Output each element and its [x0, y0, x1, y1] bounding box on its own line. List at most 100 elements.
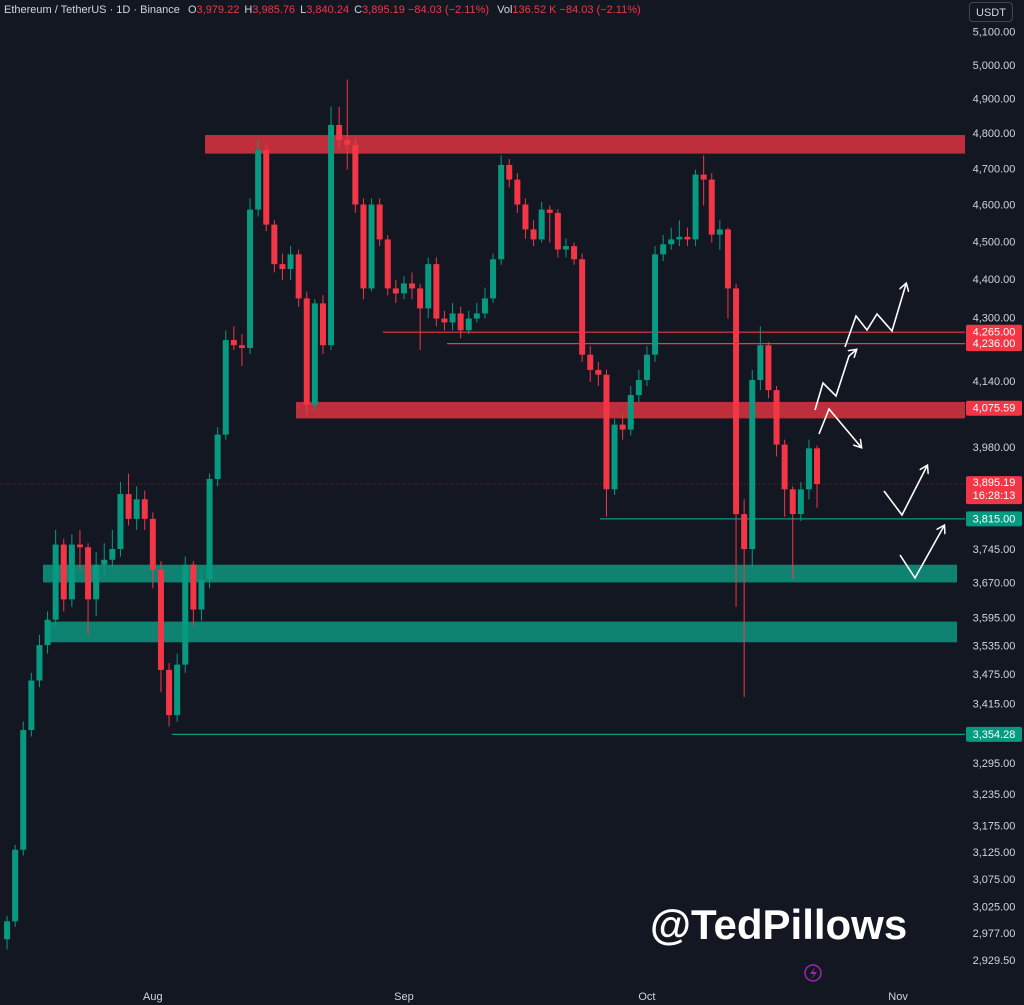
candle-body	[506, 164, 513, 180]
candle-body	[676, 236, 683, 240]
last-price-box	[966, 476, 1022, 505]
candle-body	[490, 259, 497, 299]
candle-body	[190, 564, 197, 610]
y-tick-label: 3,235.00	[973, 789, 1016, 801]
candle-body	[789, 489, 796, 515]
y-tick-label: 3,980.00	[973, 442, 1016, 454]
candle-body	[797, 489, 804, 515]
y-tick-label: 4,800.00	[973, 128, 1016, 140]
candle-body	[546, 209, 553, 213]
candle-body	[166, 669, 173, 716]
y-tick-label: 4,900.00	[973, 94, 1016, 106]
arrow	[844, 284, 906, 348]
y-tick-label: 3,125.00	[973, 847, 1016, 859]
candle-body	[392, 288, 399, 294]
y-tick-label: 5,100.00	[973, 27, 1016, 39]
candle-body	[749, 379, 756, 550]
candle-body	[530, 229, 537, 240]
candle-body	[473, 313, 480, 319]
candle-body	[85, 547, 92, 600]
candle-body	[149, 518, 156, 570]
candle-body	[238, 345, 245, 348]
x-tick-label: Aug	[143, 991, 163, 1003]
candle-body	[733, 288, 740, 515]
ohlc-key: H	[244, 4, 253, 16]
currency-button[interactable]: USDT	[969, 2, 1013, 22]
candle-body	[522, 204, 529, 230]
candle-body	[311, 303, 318, 405]
y-tick-label: 4,500.00	[973, 236, 1016, 248]
price-label: 4,075.59	[973, 403, 1016, 415]
icon[interactable]	[804, 964, 822, 982]
y-tick-label: 3,025.00	[973, 901, 1016, 913]
candle-body	[441, 318, 448, 323]
price-label-box	[966, 324, 1022, 340]
price-lines	[0, 331, 965, 735]
candle-body	[52, 544, 59, 620]
y-tick-label: 4,140.00	[973, 376, 1016, 388]
arrow	[883, 466, 927, 517]
candle-body	[28, 680, 35, 731]
y-tick-label: 2,977.00	[973, 928, 1016, 940]
zone	[48, 621, 957, 643]
x-tick-label: Oct	[638, 991, 655, 1003]
candle-body	[425, 264, 432, 309]
vol: 136.52 K	[512, 4, 557, 16]
ohlc-key: C	[354, 4, 363, 16]
y-tick-label: 4,300.00	[973, 312, 1016, 324]
candle-body	[400, 283, 407, 294]
candle-body	[68, 544, 75, 600]
candle-body	[409, 283, 416, 289]
candle-body	[206, 479, 213, 580]
ohlc-value: 3,985.76	[252, 4, 296, 16]
candle-body	[449, 313, 456, 323]
y-tick-label: 5,000.00	[973, 60, 1016, 72]
arrow	[818, 407, 861, 447]
candle-body	[805, 448, 812, 490]
y-tick-label: 2,929.50	[973, 955, 1016, 967]
candle-body	[247, 209, 254, 348]
price-label: 3,815.00	[973, 513, 1016, 525]
vol-change: −84.03 (−2.11%)	[559, 4, 641, 16]
candle-body	[360, 204, 367, 289]
candle-body	[12, 849, 19, 922]
candle-body	[514, 179, 521, 205]
candle-body	[635, 379, 642, 396]
price-label-box	[966, 726, 1022, 742]
price-label: 4,236.00	[973, 338, 1016, 350]
candle-body	[263, 150, 270, 225]
candle-body	[684, 236, 691, 240]
price-label: 3,354.28	[973, 729, 1016, 741]
candle-body	[603, 374, 610, 490]
candle-body	[36, 645, 43, 681]
candle-body	[174, 664, 181, 716]
candle-body	[660, 244, 667, 255]
y-tick-label: 3,475.00	[973, 669, 1016, 681]
countdown: 16:28:13	[973, 490, 1016, 502]
candle-body	[230, 340, 237, 346]
zones	[43, 135, 965, 643]
zone	[205, 135, 965, 154]
candle-body	[279, 264, 286, 270]
candle-body	[60, 544, 67, 600]
candle-body	[571, 246, 578, 260]
candle-body	[562, 246, 569, 250]
candle-body	[643, 354, 650, 380]
candle-body	[328, 124, 335, 346]
candle-body	[716, 229, 723, 235]
change: −84.03 (−2.11%)	[407, 4, 490, 16]
candle-body	[117, 494, 124, 550]
x-axis: Aug Sep Oct Nov	[143, 991, 908, 1003]
candle-body	[4, 921, 11, 940]
candle-body	[538, 209, 545, 240]
candle-body	[481, 298, 488, 314]
candle-body	[376, 204, 383, 240]
candle-body	[141, 499, 148, 519]
candle-body	[255, 150, 262, 210]
y-tick-label: 3,595.00	[973, 612, 1016, 624]
zone	[43, 564, 957, 583]
ohlc: O3,979.22 H3,985.76 L3,840.24 C3,895.19	[183, 4, 405, 16]
y-axis: 5,100.00 5,000.00 4,900.00 4,800.00 4,700.00…	[966, 27, 1022, 967]
price-label: 4,265.00	[973, 327, 1016, 339]
